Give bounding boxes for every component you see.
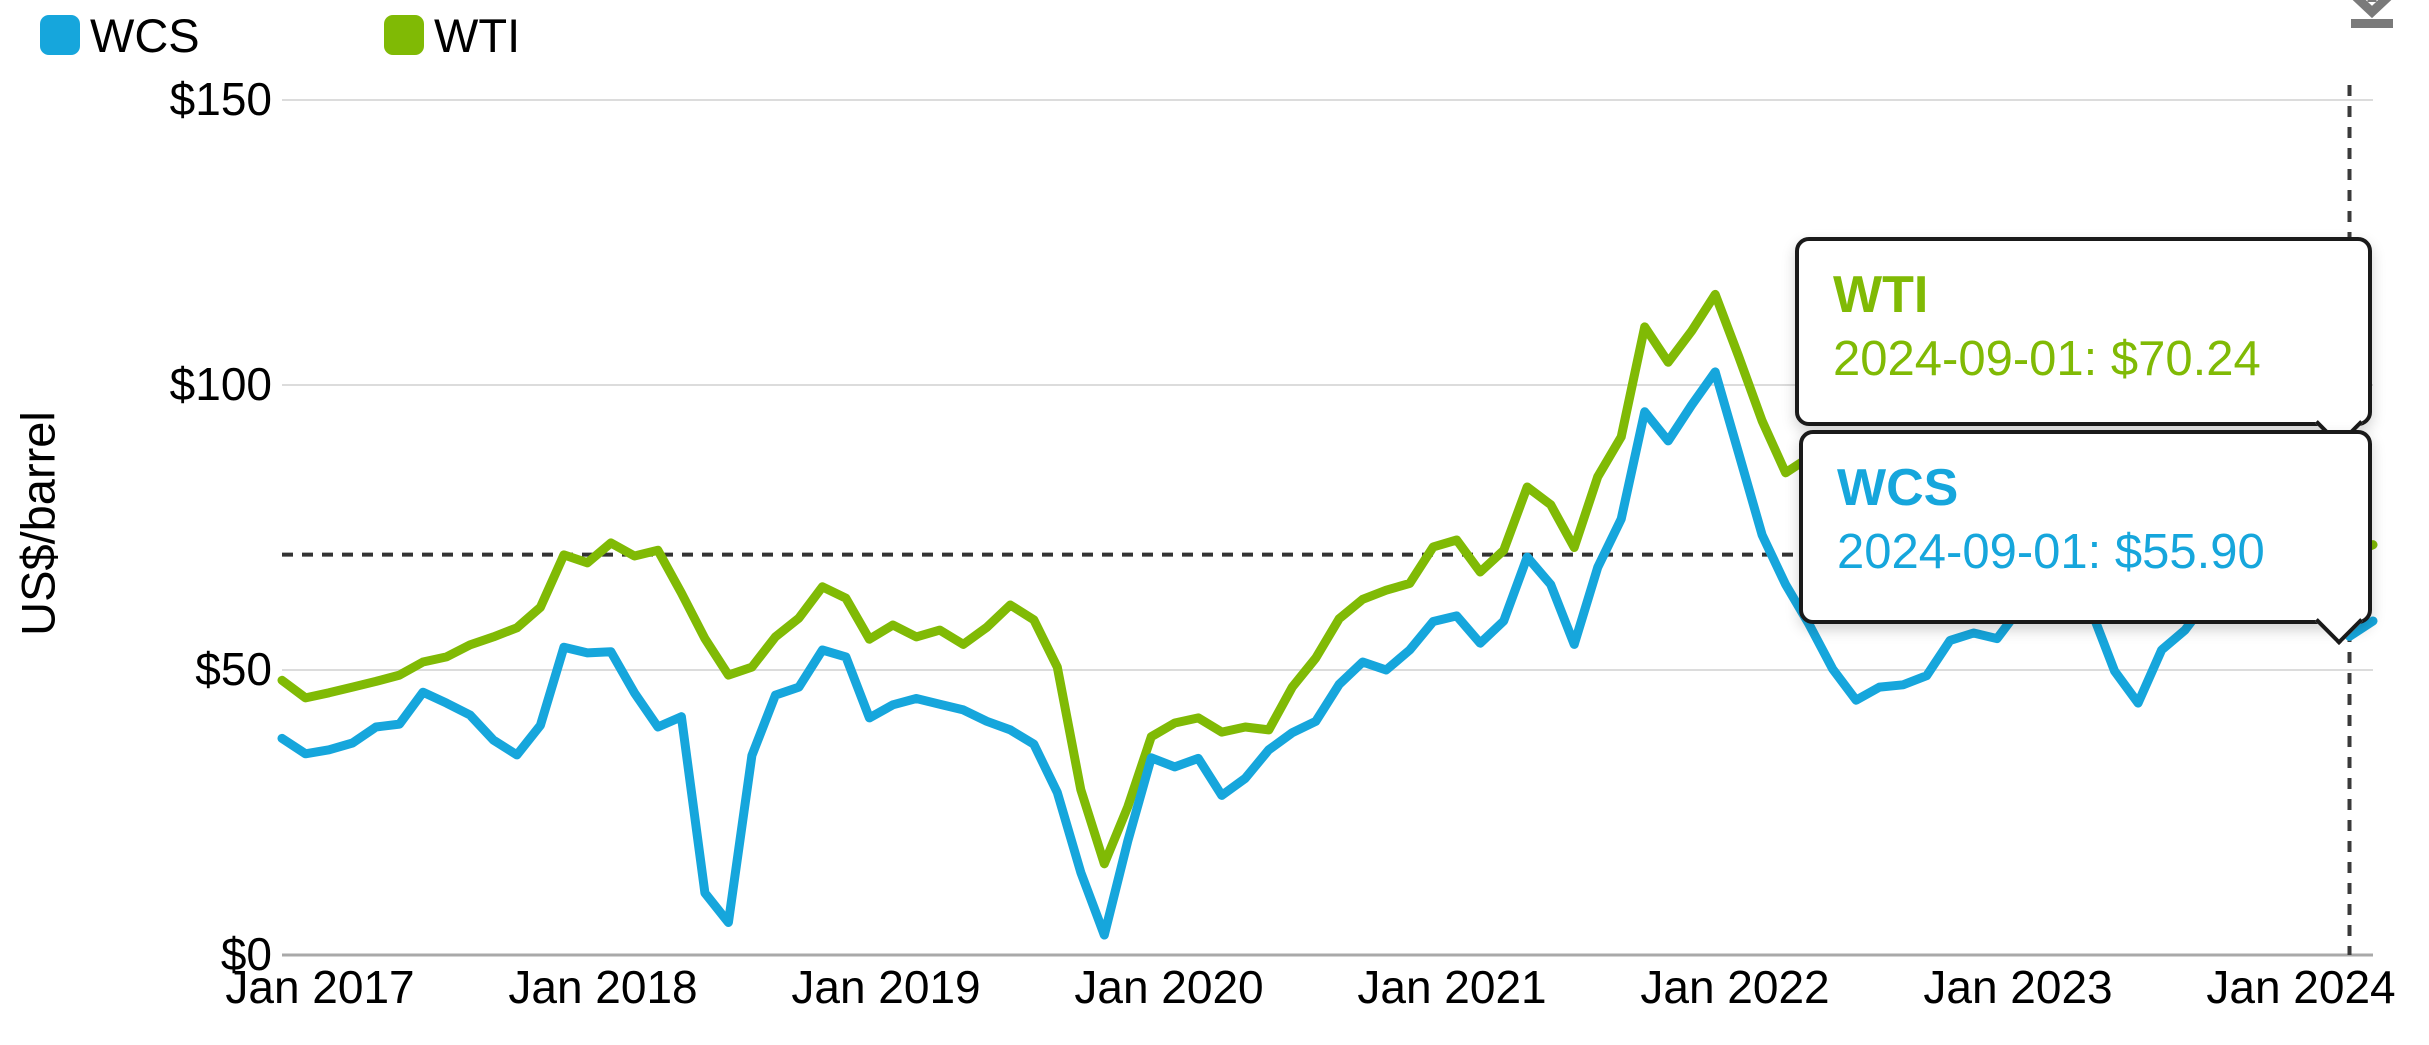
y-tick-label: $100: [169, 358, 272, 410]
y-tick-label: $150: [169, 73, 272, 125]
legend-label-wcs: WCS: [90, 8, 200, 62]
tooltip-wcs: WCS 2024-09-01: $55.90: [1799, 430, 2372, 646]
x-tick-label: Jan 2020: [1074, 961, 1264, 1013]
tooltip-wti-series: WTI: [1833, 266, 1929, 324]
tooltip-wcs-series: WCS: [1837, 459, 1959, 517]
legend-label-wti: WTI: [434, 8, 521, 62]
tooltip-wcs-value: 2024-09-01: $55.90: [1837, 525, 2265, 579]
x-tick-label: Jan 2017: [225, 961, 415, 1013]
tooltip-wti-value: 2024-09-01: $70.24: [1833, 332, 2261, 386]
x-tick-label: Jan 2022: [1640, 961, 1830, 1013]
x-tick-label: Jan 2023: [1923, 961, 2113, 1013]
x-tick-label: Jan 2024: [2206, 961, 2396, 1013]
legend-item-wcs[interactable]: WCS: [40, 6, 200, 64]
legend-item-wti[interactable]: WTI: [384, 6, 520, 64]
y-tick-label: $50: [195, 643, 272, 695]
x-tick-label: Jan 2019: [791, 961, 981, 1013]
x-tick-label: Jan 2018: [508, 961, 698, 1013]
wti-swatch-icon: [384, 15, 424, 55]
tooltip-wti: WTI 2024-09-01: $70.24: [1795, 237, 2372, 448]
wcs-swatch-icon: [40, 15, 80, 55]
y-tick-label: $0: [220, 928, 272, 980]
x-tick-label: Jan 2021: [1357, 961, 1547, 1013]
download-icon[interactable]: [2346, 0, 2398, 32]
